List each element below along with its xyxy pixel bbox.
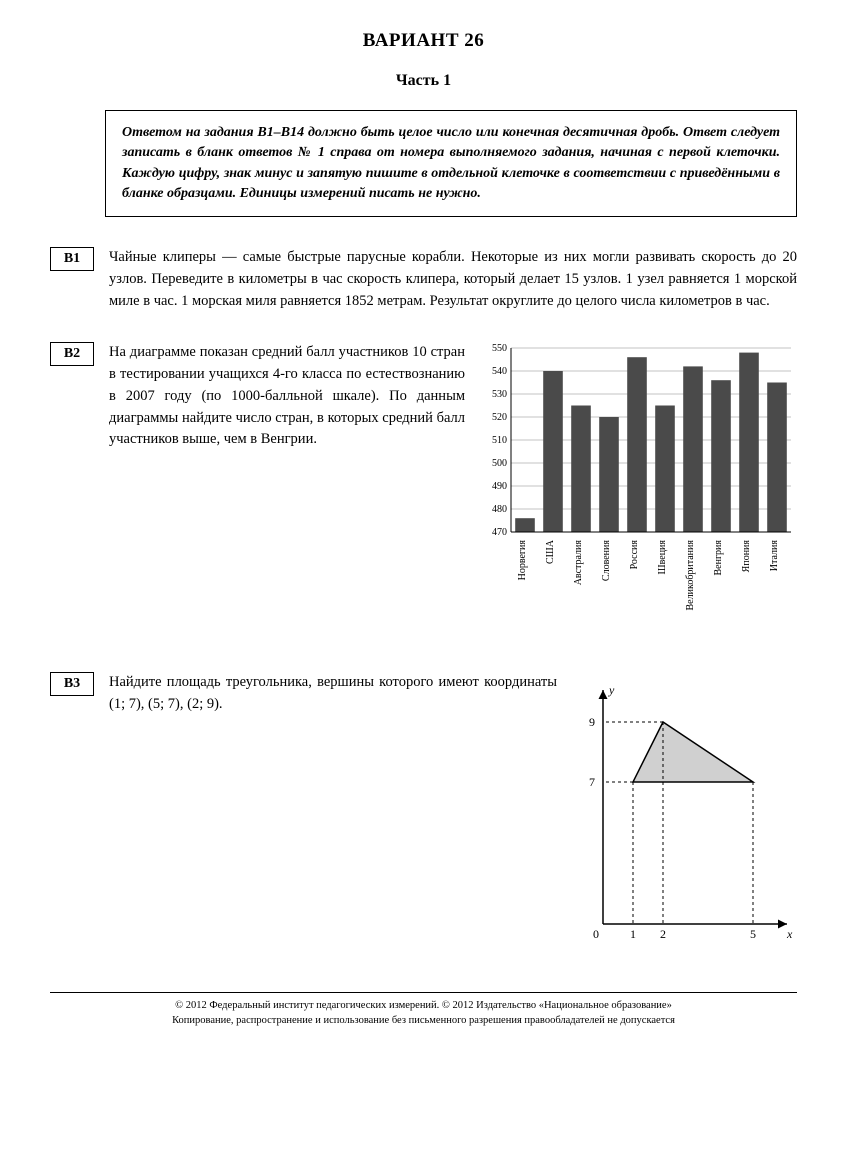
part-title: Часть 1 <box>50 72 797 90</box>
task-b1: B1 Чайные клиперы — самые быстрые парусн… <box>50 247 797 312</box>
task-text-b1: Чайные клиперы — самые быстрые парусные … <box>109 247 797 312</box>
svg-text:5: 5 <box>750 927 756 941</box>
task-b3: B3 Найдите площадь треугольника, вершины… <box>50 672 797 952</box>
svg-text:540: 540 <box>492 366 507 377</box>
bar-chart-b2: 470 480 490 500 510 520 530 540 550 Норвегия США Ав… <box>477 342 797 642</box>
svg-text:500: 500 <box>492 458 507 469</box>
svg-text:Россия: Россия <box>629 540 640 570</box>
svg-text:530: 530 <box>492 389 507 400</box>
triangle-diagram-b3: 0 1 2 5 7 9 x y <box>577 672 797 952</box>
svg-text:Япония: Япония <box>741 540 752 573</box>
page-title: ВАРИАНТ 26 <box>50 30 797 52</box>
svg-text:Австралия: Австралия <box>573 540 584 586</box>
svg-text:470: 470 <box>492 527 507 538</box>
task-text-b3: Найдите площадь треугольника, вершины ко… <box>109 672 557 952</box>
svg-text:Великобритания: Великобритания <box>685 540 696 611</box>
svg-text:7: 7 <box>589 775 595 789</box>
task-label-b2: B2 <box>50 342 94 366</box>
svg-text:9: 9 <box>589 715 595 729</box>
svg-text:США: США <box>545 540 556 565</box>
task-text-b2: На диаграмме показан средний балл участн… <box>109 342 465 642</box>
svg-text:y: y <box>608 683 615 697</box>
svg-text:520: 520 <box>492 412 507 423</box>
svg-text:Словения: Словения <box>601 540 612 581</box>
svg-text:1: 1 <box>630 927 636 941</box>
footer: © 2012 Федеральный институт педагогическ… <box>50 999 797 1028</box>
task-label-b1: B1 <box>50 247 94 271</box>
footer-line2: Копирование, распространение и использов… <box>50 1014 797 1029</box>
svg-text:Швеция: Швеция <box>657 540 668 575</box>
instruction-box: Ответом на задания В1–В14 должно быть це… <box>105 110 797 217</box>
footer-line1: © 2012 Федеральный институт педагогическ… <box>50 999 797 1014</box>
svg-text:490: 490 <box>492 481 507 492</box>
svg-text:Венгрия: Венгрия <box>713 540 724 576</box>
svg-text:480: 480 <box>492 504 507 515</box>
svg-text:Норвегия: Норвегия <box>517 540 528 581</box>
svg-text:Италия: Италия <box>769 540 780 572</box>
svg-text:550: 550 <box>492 343 507 354</box>
footer-rule <box>50 992 797 993</box>
task-label-b3: B3 <box>50 672 94 696</box>
svg-text:510: 510 <box>492 435 507 446</box>
svg-text:0: 0 <box>593 927 599 941</box>
task-b2: B2 На диаграмме показан средний балл уча… <box>50 342 797 642</box>
svg-text:x: x <box>786 927 793 941</box>
svg-text:2: 2 <box>660 927 666 941</box>
